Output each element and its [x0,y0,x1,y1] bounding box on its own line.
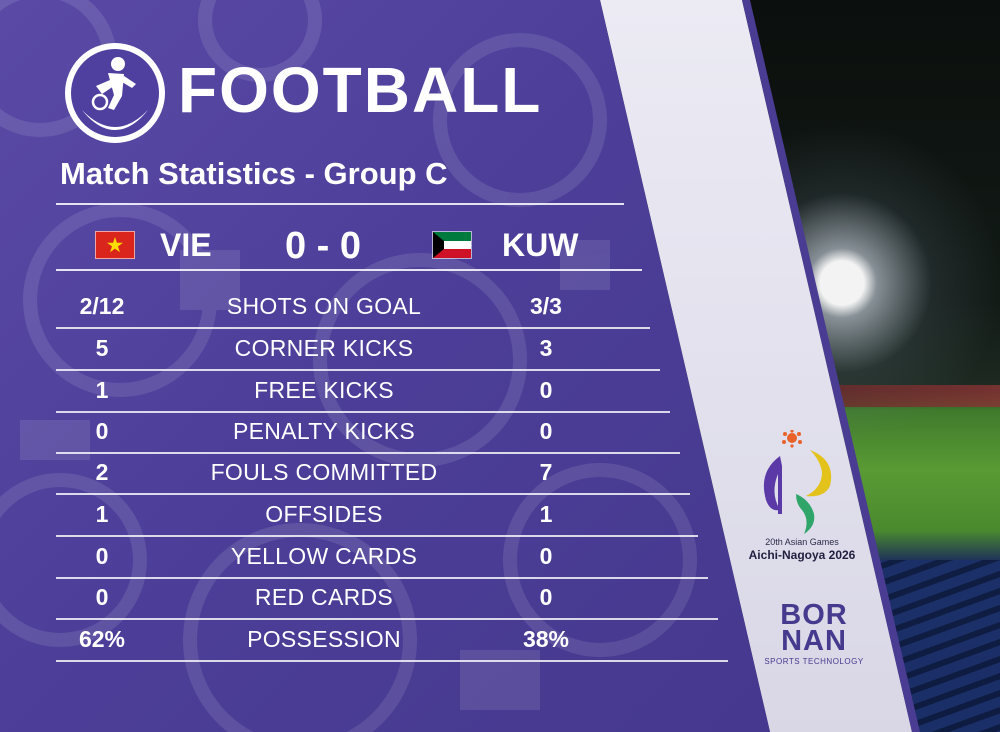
row-divider [56,577,708,579]
away-team-code: KUW [502,227,579,263]
sport-title: FOOTBALL [178,54,543,126]
stat-label: CORNER KICKS [234,335,414,361]
away-stat-value: 0 [539,418,553,444]
row-divider [56,411,670,413]
row-divider [56,618,718,620]
home-stat-value: 1 [95,377,109,403]
sponsor-name-bottom: NAN [781,625,847,657]
sponsor-tagline: SPORTS TECHNOLOGY [764,657,864,666]
row-divider [56,327,650,329]
away-stat-value: 3 [539,335,553,361]
away-stat-value: 0 [539,584,553,610]
score-divider [56,269,642,271]
stat-label: FREE KICKS [254,377,394,403]
away-stat-value: 0 [539,543,553,569]
away-stat-value: 1 [539,501,553,527]
page-subtitle: Match Statistics - Group C [60,156,448,191]
away-stat-value: 0 [539,377,553,403]
home-stat-value: 2/12 [79,293,125,319]
games-edition-text: 20th Asian Games [765,537,839,547]
stat-label: FOULS COMMITTED [210,459,438,485]
vietnam-flag-icon [95,231,135,259]
running-track [800,385,1000,407]
row-divider [56,452,680,454]
sponsor-name-top: BOR [780,599,848,631]
stat-label: PENALTY KICKS [232,418,415,444]
games-host-text: Aichi-Nagoya 2026 [748,548,856,562]
home-team-code: VIE [160,227,212,263]
row-divider [56,493,690,495]
home-stat-value: 0 [95,584,109,610]
home-stat-value: 5 [95,335,109,361]
home-stat-value: 1 [95,501,109,527]
away-stat-value: 38% [522,626,570,652]
away-stat-value: 3/3 [530,293,562,319]
row-divider [56,369,660,371]
stat-label: RED CARDS [254,584,394,610]
home-stat-value: 62% [78,626,126,652]
away-stat-value: 7 [539,459,553,485]
home-stat-value: 0 [95,418,109,444]
sponsor-logo: BOR NAN [764,599,864,657]
row-divider [56,660,728,662]
home-stat-value: 0 [95,543,109,569]
match-score: 0 - 0 [284,225,362,267]
row-divider [56,535,698,537]
stat-label: OFFSIDES [265,501,383,527]
football-player-icon [62,40,168,146]
header-divider [56,203,624,205]
kuwait-flag-icon [432,231,472,259]
stat-label: SHOTS ON GOAL [226,293,422,319]
home-stat-value: 2 [95,459,109,485]
asian-games-logo-icon [752,429,848,560]
stat-label: YELLOW CARDS [230,543,418,569]
stat-label: POSSESSION [247,626,401,652]
